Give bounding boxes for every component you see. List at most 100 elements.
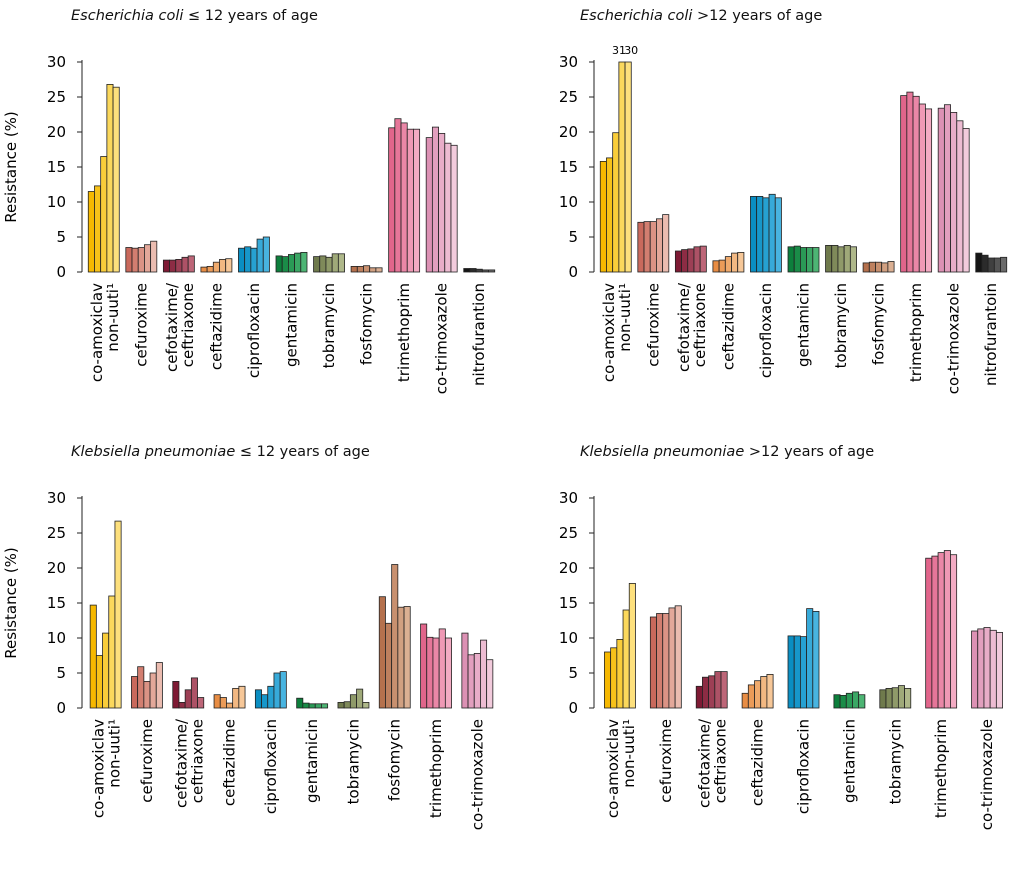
bar [403,606,411,709]
bar-chart: 30 25 20 15 10 5 0 co-amoxiclavnon-uuti¹ cefurox… [559,489,1003,830]
category-label: tobramycin [832,283,850,368]
bar-group-cefotaxime-ceftriaxone [695,671,728,709]
bar [349,694,357,709]
bar [756,195,764,273]
bar [699,245,707,273]
bar [150,240,158,273]
y-tick-label: 10 [47,193,66,211]
category-label: gentamicin [283,283,301,367]
bar [369,267,377,273]
y-tick-label: 0 [568,699,578,717]
category-label: cefotaxime/ceftriaxone [163,282,197,372]
category-label: cefotaxime/ceftriaxone [172,718,206,808]
bar-group-ciprofloxacin [750,193,782,273]
bar-value-label: 31 [612,44,626,57]
bar [708,675,716,709]
bar-group-tobramycin [825,244,857,273]
bar [616,638,624,709]
category-label: trimethoprim [427,719,445,818]
bar [750,195,758,273]
bar [881,262,889,273]
bar [714,671,722,709]
bar [155,662,163,709]
bar [431,126,439,273]
bar [787,635,795,709]
bar [467,654,475,709]
bar [943,104,951,273]
bar [238,685,246,709]
y-tick-label: 30 [559,489,578,507]
y-tick-label: 10 [47,629,66,647]
y-axis-label: Resistance (%) [2,547,20,659]
bar [628,582,636,709]
bar-group-tobramycin [337,688,370,709]
bar [254,689,262,709]
y-tick-label: 20 [559,559,578,577]
bar-group-ciprofloxacin [254,671,287,709]
panel-title: Escherichia coli >12 years of age [580,8,822,24]
y-tick-label: 25 [47,524,66,542]
bar [406,128,414,273]
bar-group-nitrofurantion [463,268,496,273]
bar [87,191,95,273]
age-group: >12 years of age [744,444,875,460]
bar-group-cefotaxime-ceftriaxone [172,677,205,709]
category-label: tobramycin [886,719,904,804]
chart-panel-kpneumoniae-adult: Klebsiella pneumoniae >12 years of age 3… [512,436,1025,873]
bar [887,261,895,273]
bar [444,142,452,273]
category-label: ciprofloxacin [262,719,280,814]
category-label: ciprofloxacin [757,283,775,378]
bar [977,628,985,709]
bar [812,247,820,273]
bar [225,258,233,273]
bar-group-trimethoprim [925,550,958,709]
bar [300,251,308,273]
bar [420,623,428,709]
bar [606,157,614,273]
bar [190,677,198,709]
bar-group-trimethoprim [900,91,933,273]
bar [937,552,945,709]
y-tick-label: 15 [47,158,66,176]
bar [275,255,283,273]
bar [400,122,408,273]
bar [737,251,745,273]
bar [843,244,851,273]
bar [102,632,110,709]
bar [114,520,122,709]
bar [143,680,151,709]
bar [702,676,710,709]
category-label: cefuroxime [132,283,150,367]
bar [879,689,887,709]
bar-group-ceftazidime [712,251,745,273]
bar [232,687,240,709]
bar-group-fosfomycin [350,265,383,273]
bar [486,659,494,709]
bar [787,246,795,273]
bar-group-nitrofurantoin [975,252,1008,273]
bar [925,108,933,273]
y-axis-label: Resistance (%) [2,111,20,223]
bar [731,252,739,273]
bar [144,244,152,273]
bar [931,555,939,709]
bar [426,636,434,709]
bar [337,253,345,273]
bar [862,262,870,273]
y-tick-label: 5 [568,228,578,246]
bar [662,613,670,709]
y-tick-label: 5 [568,664,578,682]
bar [656,218,664,273]
bar [622,609,630,709]
bar [178,701,186,709]
bar [314,703,322,709]
bar [425,137,433,273]
bar [812,610,820,709]
y-tick-label: 10 [559,629,578,647]
bar [94,185,102,273]
category-label: co-trimoxazole [433,283,451,394]
bar [281,256,289,273]
category-label: ceftazidime [221,719,239,806]
bar-group-gentamicin [296,697,329,709]
